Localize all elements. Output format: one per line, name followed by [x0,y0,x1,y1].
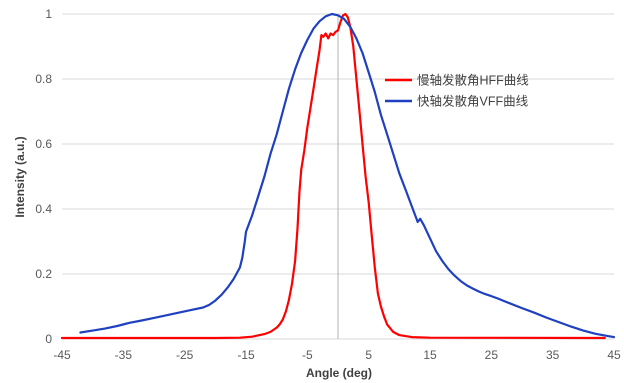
x-axis-title: Angle (deg) [306,366,372,380]
legend-item: 快轴发散角VFF曲线 [385,94,529,109]
y-axis-title: Intensity (a.u.) [13,136,27,217]
series-line-1 [60,12,606,340]
x-tick-label: -25 [176,348,194,362]
series-line-2 [79,12,616,339]
legend: 慢轴发散角HFF曲线 快轴发散角VFF曲线 [385,73,529,109]
y-tick-label: 1 [45,7,52,21]
series-lines [60,12,616,340]
y-tick-label: 0.2 [35,267,52,281]
x-tick-label: 25 [485,348,499,362]
x-tick-label: -5 [302,348,313,362]
x-tick-label: 45 [607,348,621,362]
y-tick-label: 0.8 [35,72,52,86]
x-tick-label: 5 [365,348,372,362]
legend-label: 快轴发散角VFF曲线 [417,94,529,109]
x-axis-ticks: -45 -35 -25 -15 -5 5 15 25 35 45 [53,348,621,362]
x-tick-label: 35 [546,348,560,362]
y-tick-label: 0 [45,332,52,346]
y-axis-ticks: 0 0.2 0.4 0.6 0.8 1 [35,7,52,346]
x-tick-label: -15 [237,348,255,362]
legend-item: 慢轴发散角HFF曲线 [385,73,529,88]
x-tick-label: -35 [115,348,133,362]
y-tick-label: 0.4 [35,202,52,216]
x-tick-label: 15 [423,348,437,362]
y-tick-label: 0.6 [35,137,52,151]
x-tick-label: -45 [53,348,71,362]
legend-label: 慢轴发散角HFF曲线 [417,73,529,88]
